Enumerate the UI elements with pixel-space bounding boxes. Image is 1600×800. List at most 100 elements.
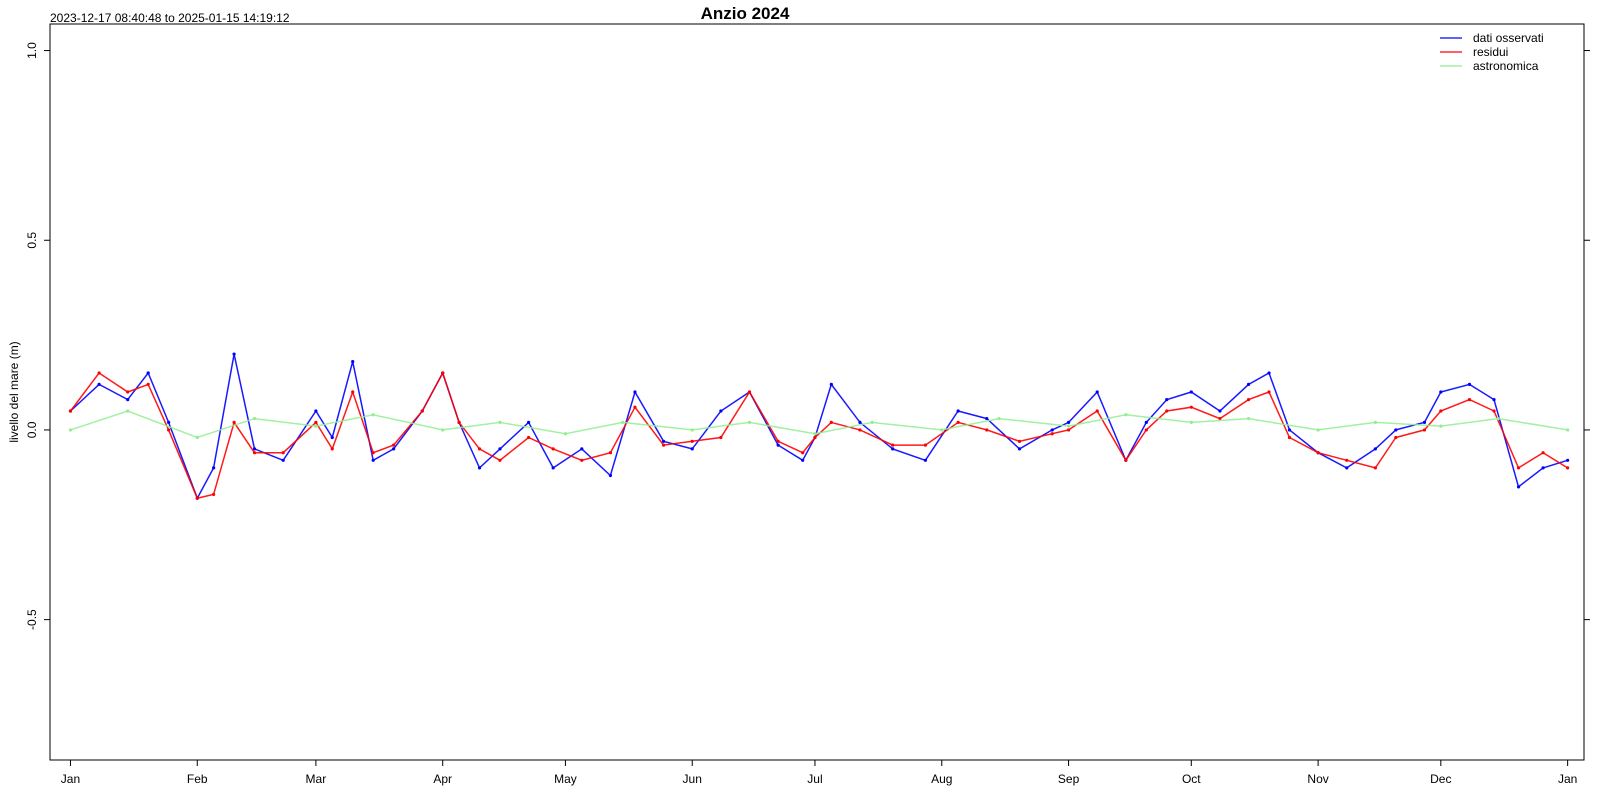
data-point — [1189, 405, 1193, 409]
data-point — [477, 447, 482, 451]
series-line-residui — [69, 371, 1568, 500]
x-tick-label: Oct — [1182, 772, 1201, 786]
data-point — [281, 458, 285, 462]
data-point — [314, 409, 318, 413]
data-point — [1189, 420, 1193, 424]
data-point — [776, 439, 780, 443]
data-point — [97, 382, 101, 387]
data-point — [551, 447, 555, 451]
data-point — [1316, 428, 1320, 432]
data-point — [351, 390, 355, 394]
data-point — [608, 451, 613, 455]
data-point — [477, 466, 482, 470]
data-point — [392, 443, 396, 447]
data-point — [126, 390, 130, 394]
data-point — [371, 413, 375, 417]
data-point — [498, 447, 502, 451]
data-point — [1144, 428, 1148, 432]
x-tick-label: Dec — [1430, 772, 1451, 786]
data-point — [1394, 435, 1398, 440]
data-point — [633, 405, 637, 409]
data-point — [392, 447, 396, 451]
data-point — [1218, 409, 1222, 413]
data-point — [1566, 458, 1570, 462]
data-point — [167, 420, 171, 424]
data-point — [167, 428, 171, 432]
data-point — [1373, 420, 1377, 424]
data-point — [1246, 397, 1251, 402]
data-point — [1541, 466, 1545, 470]
x-tick-label: Jun — [683, 772, 702, 786]
data-point — [126, 409, 130, 413]
data-point — [68, 409, 73, 413]
x-tick-label: Jul — [807, 772, 822, 786]
data-point — [1017, 447, 1022, 451]
data-point — [1496, 416, 1500, 421]
data-point — [1095, 390, 1099, 394]
y-axis-label: livello del mare (m) — [7, 341, 21, 442]
data-point — [719, 435, 723, 440]
data-point — [1492, 397, 1496, 402]
data-point — [146, 382, 150, 387]
data-point — [252, 416, 257, 421]
x-tick-label: Jan — [1558, 772, 1577, 786]
data-point — [858, 420, 862, 424]
data-point — [985, 416, 989, 421]
data-point — [690, 428, 694, 432]
x-tick-label: Sep — [1058, 772, 1080, 786]
data-point — [608, 473, 613, 478]
y-tick-label: 1.0 — [25, 42, 39, 59]
data-point — [1373, 447, 1377, 451]
data-point — [940, 428, 944, 432]
data-point — [1095, 409, 1099, 413]
data-point — [1516, 466, 1521, 470]
data-point — [1287, 428, 1292, 432]
data-point — [891, 447, 895, 451]
data-point — [351, 360, 355, 364]
x-tick-label: Aug — [931, 772, 952, 786]
data-point — [527, 435, 531, 440]
data-point — [232, 420, 236, 424]
data-point — [858, 428, 862, 432]
data-point — [1566, 428, 1570, 432]
data-point — [662, 439, 666, 443]
data-point — [1541, 451, 1545, 455]
data-point — [776, 443, 780, 447]
data-point — [621, 420, 625, 424]
data-point — [1165, 397, 1169, 402]
data-point — [1467, 382, 1472, 387]
data-point — [330, 447, 334, 451]
data-point — [747, 390, 752, 394]
x-tick-label: May — [554, 772, 577, 786]
legend-label: astronomica — [1473, 59, 1539, 73]
data-point — [195, 496, 199, 500]
data-point — [1467, 397, 1472, 402]
data-point — [923, 443, 928, 447]
data-point — [1246, 416, 1251, 421]
data-point — [813, 432, 817, 436]
data-point — [813, 435, 817, 440]
data-point — [1246, 382, 1251, 387]
data-point — [690, 439, 694, 443]
series-layer — [68, 352, 1570, 501]
data-point — [563, 432, 568, 436]
axis-layer: -0.5 0.0 0.5 1.0 Jan Feb Mar Apr May Jun Jul Aug Sep… — [25, 42, 1590, 786]
legend-label: dati osservati — [1473, 31, 1544, 45]
x-tick-label: Jan — [61, 772, 80, 786]
data-point — [195, 435, 199, 440]
y-tick-label: -0.5 — [25, 609, 39, 630]
data-point — [1267, 390, 1271, 394]
data-point — [1345, 466, 1349, 470]
data-point — [829, 382, 833, 387]
data-point — [281, 451, 285, 455]
data-point — [1345, 458, 1349, 462]
data-point — [690, 447, 694, 451]
data-point — [527, 420, 531, 424]
data-point — [551, 466, 555, 470]
data-point — [498, 420, 502, 424]
data-point — [633, 390, 637, 394]
data-point — [212, 492, 216, 497]
